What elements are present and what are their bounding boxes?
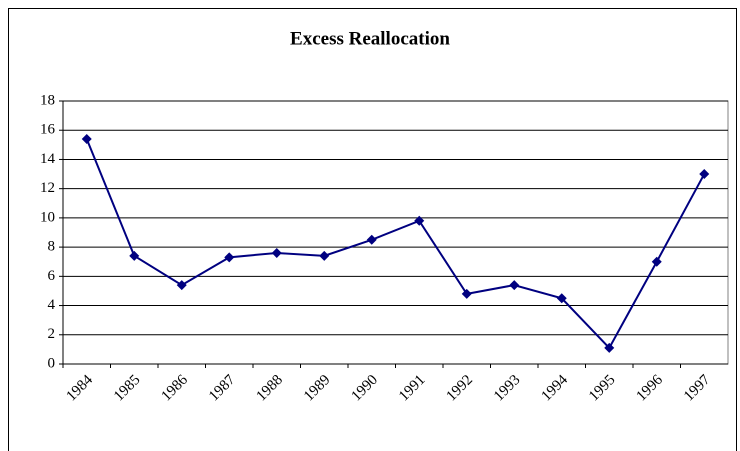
y-tick-label: 10 (40, 209, 55, 225)
y-tick-label: 14 (40, 151, 56, 167)
chart-title: Excess Reallocation (290, 28, 450, 49)
data-marker (224, 252, 235, 263)
y-tick-label: 0 (48, 355, 56, 371)
data-marker (271, 247, 282, 258)
data-line (85, 138, 706, 350)
data-marker (414, 215, 425, 226)
y-tick-label: 8 (48, 239, 56, 255)
data-marker (509, 280, 520, 291)
plot-area (62, 100, 729, 365)
y-tick-label: 6 (48, 268, 56, 284)
y-tick-label: 12 (40, 180, 55, 196)
data-marker (176, 280, 187, 291)
y-tick-label: 2 (48, 326, 56, 342)
data-marker (604, 342, 615, 353)
data-marker (319, 250, 330, 261)
data-marker (129, 250, 140, 261)
data-marker (461, 288, 472, 299)
data-marker (81, 133, 92, 144)
data-marker (556, 293, 567, 304)
data-marker (651, 256, 662, 267)
data-marker (699, 169, 710, 180)
y-tick-label: 16 (40, 122, 56, 138)
y-tick-label: 18 (40, 92, 55, 108)
data-marker (366, 234, 377, 245)
y-tick-label: 4 (48, 297, 56, 313)
